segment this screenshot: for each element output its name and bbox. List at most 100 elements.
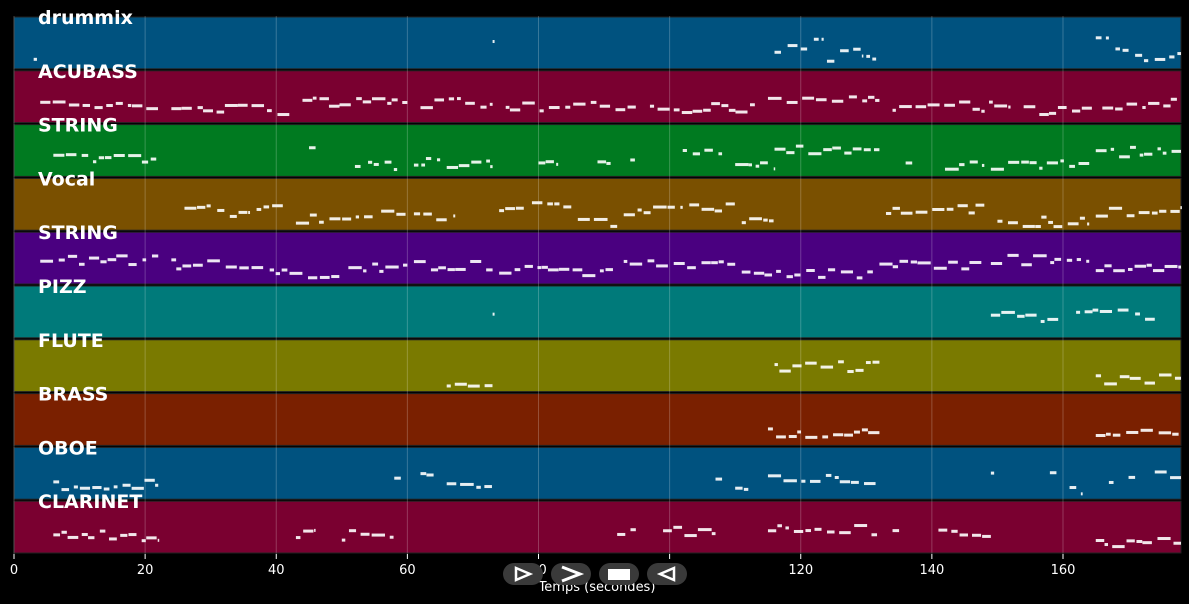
note-mark bbox=[741, 270, 751, 274]
note-mark bbox=[1095, 149, 1107, 153]
x-tick-label: 0 bbox=[10, 563, 18, 578]
note-mark bbox=[558, 267, 570, 271]
note-mark bbox=[556, 162, 559, 166]
note-mark bbox=[704, 148, 713, 152]
note-mark bbox=[131, 104, 143, 108]
note-mark bbox=[649, 104, 655, 108]
note-mark bbox=[1069, 486, 1077, 490]
note-mark bbox=[755, 164, 760, 168]
note-mark bbox=[1008, 160, 1020, 164]
x-tick-label: 60 bbox=[399, 563, 416, 578]
note-mark bbox=[141, 539, 146, 543]
note-mark bbox=[1142, 106, 1146, 110]
note-mark bbox=[1112, 433, 1121, 437]
note-mark bbox=[1128, 267, 1133, 271]
track-label: BRASS bbox=[38, 384, 108, 406]
note-mark bbox=[453, 214, 456, 218]
note-mark bbox=[146, 536, 157, 540]
note-mark bbox=[1066, 258, 1073, 262]
note-mark bbox=[492, 312, 495, 316]
note-mark bbox=[289, 271, 303, 275]
note-mark bbox=[647, 259, 655, 263]
note-mark bbox=[593, 217, 608, 221]
play-backward-button[interactable] bbox=[647, 563, 687, 585]
note-mark bbox=[597, 160, 607, 164]
note-mark bbox=[455, 267, 466, 271]
note-mark bbox=[875, 98, 880, 102]
note-mark bbox=[785, 526, 789, 530]
note-mark bbox=[959, 533, 968, 537]
note-mark bbox=[776, 269, 781, 273]
note-mark bbox=[319, 97, 329, 101]
note-mark bbox=[839, 531, 851, 535]
play-forward-button[interactable] bbox=[503, 563, 543, 585]
note-mark bbox=[1115, 47, 1120, 51]
note-mark bbox=[522, 101, 535, 105]
note-mark bbox=[1157, 537, 1171, 541]
note-mark bbox=[1144, 152, 1153, 156]
track-label: FLUTE bbox=[38, 330, 104, 352]
note-mark bbox=[281, 268, 288, 272]
track-labels: drummix ACUBASS STRING Vocal STRING PIZZ FLUTE… bbox=[38, 7, 142, 513]
next-button[interactable] bbox=[551, 563, 591, 585]
note-mark bbox=[1104, 264, 1112, 268]
note-mark bbox=[806, 268, 815, 272]
note-mark bbox=[868, 431, 880, 435]
note-mark bbox=[944, 167, 959, 171]
note-mark bbox=[805, 435, 818, 439]
note-mark bbox=[767, 427, 773, 431]
note-mark bbox=[629, 262, 643, 266]
note-mark bbox=[1140, 428, 1153, 432]
note-mark bbox=[582, 274, 596, 278]
note-mark bbox=[1126, 102, 1138, 106]
note-mark bbox=[217, 208, 225, 212]
note-mark bbox=[40, 259, 54, 263]
note-mark bbox=[1126, 214, 1135, 218]
note-mark bbox=[944, 103, 955, 107]
note-mark bbox=[627, 105, 636, 109]
note-mark bbox=[73, 485, 78, 489]
note-mark bbox=[364, 215, 373, 219]
note-mark bbox=[735, 486, 743, 490]
note-mark bbox=[981, 163, 985, 167]
note-mark bbox=[844, 433, 853, 437]
note-mark bbox=[81, 533, 88, 537]
note-mark bbox=[206, 204, 211, 208]
note-mark bbox=[990, 167, 1004, 171]
note-mark bbox=[687, 266, 696, 270]
note-mark bbox=[856, 276, 863, 280]
note-mark bbox=[892, 265, 899, 269]
note-mark bbox=[839, 480, 851, 484]
note-mark bbox=[1060, 159, 1064, 163]
note-mark bbox=[833, 433, 844, 437]
note-mark bbox=[1105, 36, 1109, 40]
note-mark bbox=[354, 164, 361, 168]
track-background bbox=[13, 124, 1182, 177]
note-mark bbox=[1135, 312, 1140, 316]
note-mark bbox=[1162, 151, 1167, 155]
note-mark bbox=[157, 538, 160, 542]
note-mark bbox=[379, 269, 384, 273]
note-mark bbox=[990, 313, 1001, 317]
note-mark bbox=[486, 268, 493, 272]
note-mark bbox=[275, 272, 280, 276]
note-mark bbox=[826, 530, 835, 534]
note-mark bbox=[53, 533, 61, 537]
note-mark bbox=[40, 100, 51, 104]
note-mark bbox=[818, 275, 826, 279]
note-mark bbox=[339, 103, 351, 107]
x-tick-label: 40 bbox=[268, 563, 285, 578]
note-mark bbox=[1021, 160, 1029, 164]
note-mark bbox=[224, 103, 238, 107]
note-mark bbox=[505, 207, 515, 211]
note-mark bbox=[1172, 432, 1179, 436]
note-mark bbox=[1108, 206, 1123, 210]
note-mark bbox=[150, 157, 157, 161]
x-tick-label: 160 bbox=[1051, 563, 1076, 578]
note-mark bbox=[319, 220, 324, 224]
note-mark bbox=[515, 206, 524, 210]
note-mark bbox=[1148, 101, 1160, 105]
note-mark bbox=[384, 160, 392, 164]
stop-button[interactable] bbox=[599, 563, 639, 585]
note-mark bbox=[1021, 263, 1032, 267]
